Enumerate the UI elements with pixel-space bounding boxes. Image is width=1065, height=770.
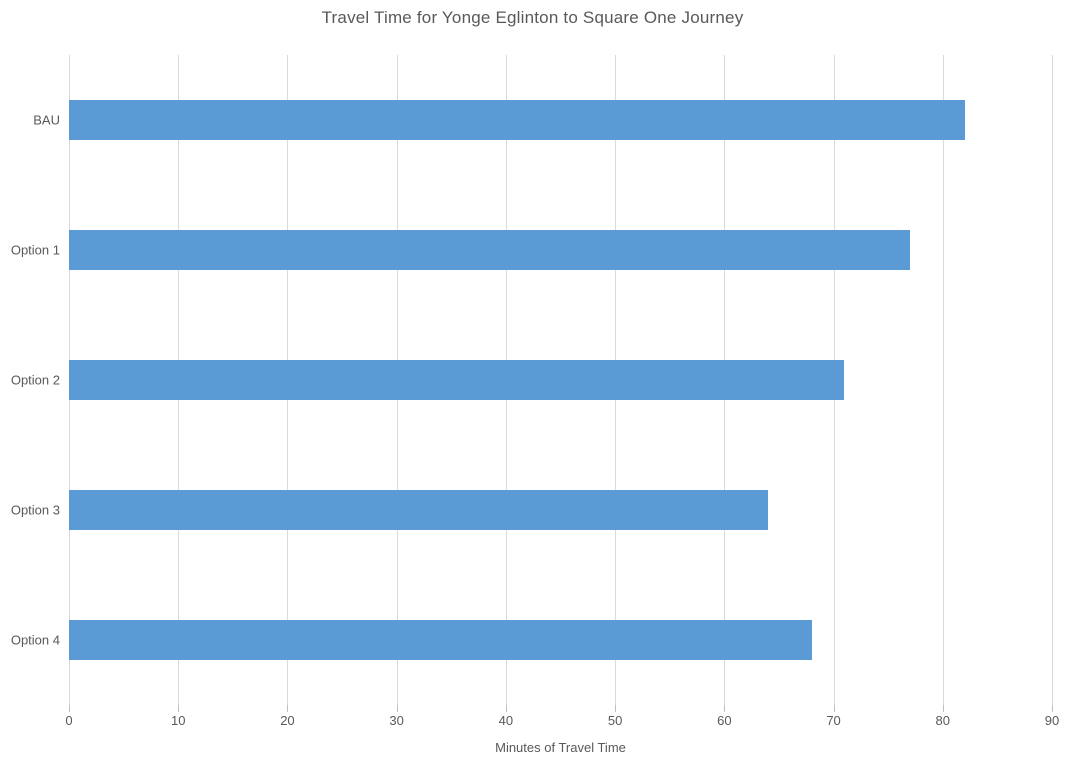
gridline-90 — [1052, 55, 1053, 712]
x-tick-label-0: 0 — [65, 713, 73, 728]
category-label-option-2: Option 2 — [10, 372, 60, 388]
category-label-option-3: Option 3 — [10, 502, 60, 518]
tick-mark-40 — [505, 705, 507, 712]
tick-mark-90 — [1052, 705, 1053, 712]
x-tick-label-60: 60 — [717, 713, 732, 728]
x-tick-label-50: 50 — [607, 713, 623, 728]
x-tick-label-20: 20 — [280, 713, 295, 728]
x-tick-label-40: 40 — [498, 713, 514, 728]
category-label-bau: BAU — [33, 112, 60, 128]
value-axis-title: Minutes of Travel Time — [495, 740, 626, 755]
x-tick-label-30: 30 — [389, 713, 404, 728]
x-tick-label-80: 80 — [935, 713, 950, 728]
category-label-option-1: Option 1 — [10, 242, 60, 258]
x-tick-label-70: 70 — [826, 713, 841, 728]
bar-option-2 — [69, 360, 845, 400]
tick-mark-30 — [396, 705, 398, 712]
chart-title: Travel Time for Yonge Eglinton to Square… — [321, 8, 744, 27]
tick-mark-20 — [287, 705, 289, 712]
bar-option-4 — [69, 620, 812, 660]
category-label-option-4: Option 4 — [10, 632, 60, 648]
bar-option-1 — [69, 230, 910, 270]
plot-area — [69, 55, 1053, 712]
tick-mark-10 — [178, 705, 180, 712]
value-axis-tick-labels: 0 10 20 30 40 50 60 70 80 90 — [65, 713, 1059, 731]
tick-mark-70 — [833, 705, 835, 712]
x-tick-label-90: 90 — [1044, 713, 1060, 728]
gridline-80 — [942, 55, 944, 712]
tick-mark-60 — [724, 705, 726, 712]
tick-mark-80 — [942, 705, 944, 712]
bar-bau — [69, 100, 965, 140]
bar-option-3 — [69, 490, 769, 530]
tick-mark-0 — [69, 705, 70, 712]
x-tick-label-10: 10 — [170, 713, 186, 728]
tick-mark-50 — [615, 705, 617, 712]
category-axis-labels: BAU Option 1 Option 2 Option 3 Option 4 — [0, 55, 60, 705]
